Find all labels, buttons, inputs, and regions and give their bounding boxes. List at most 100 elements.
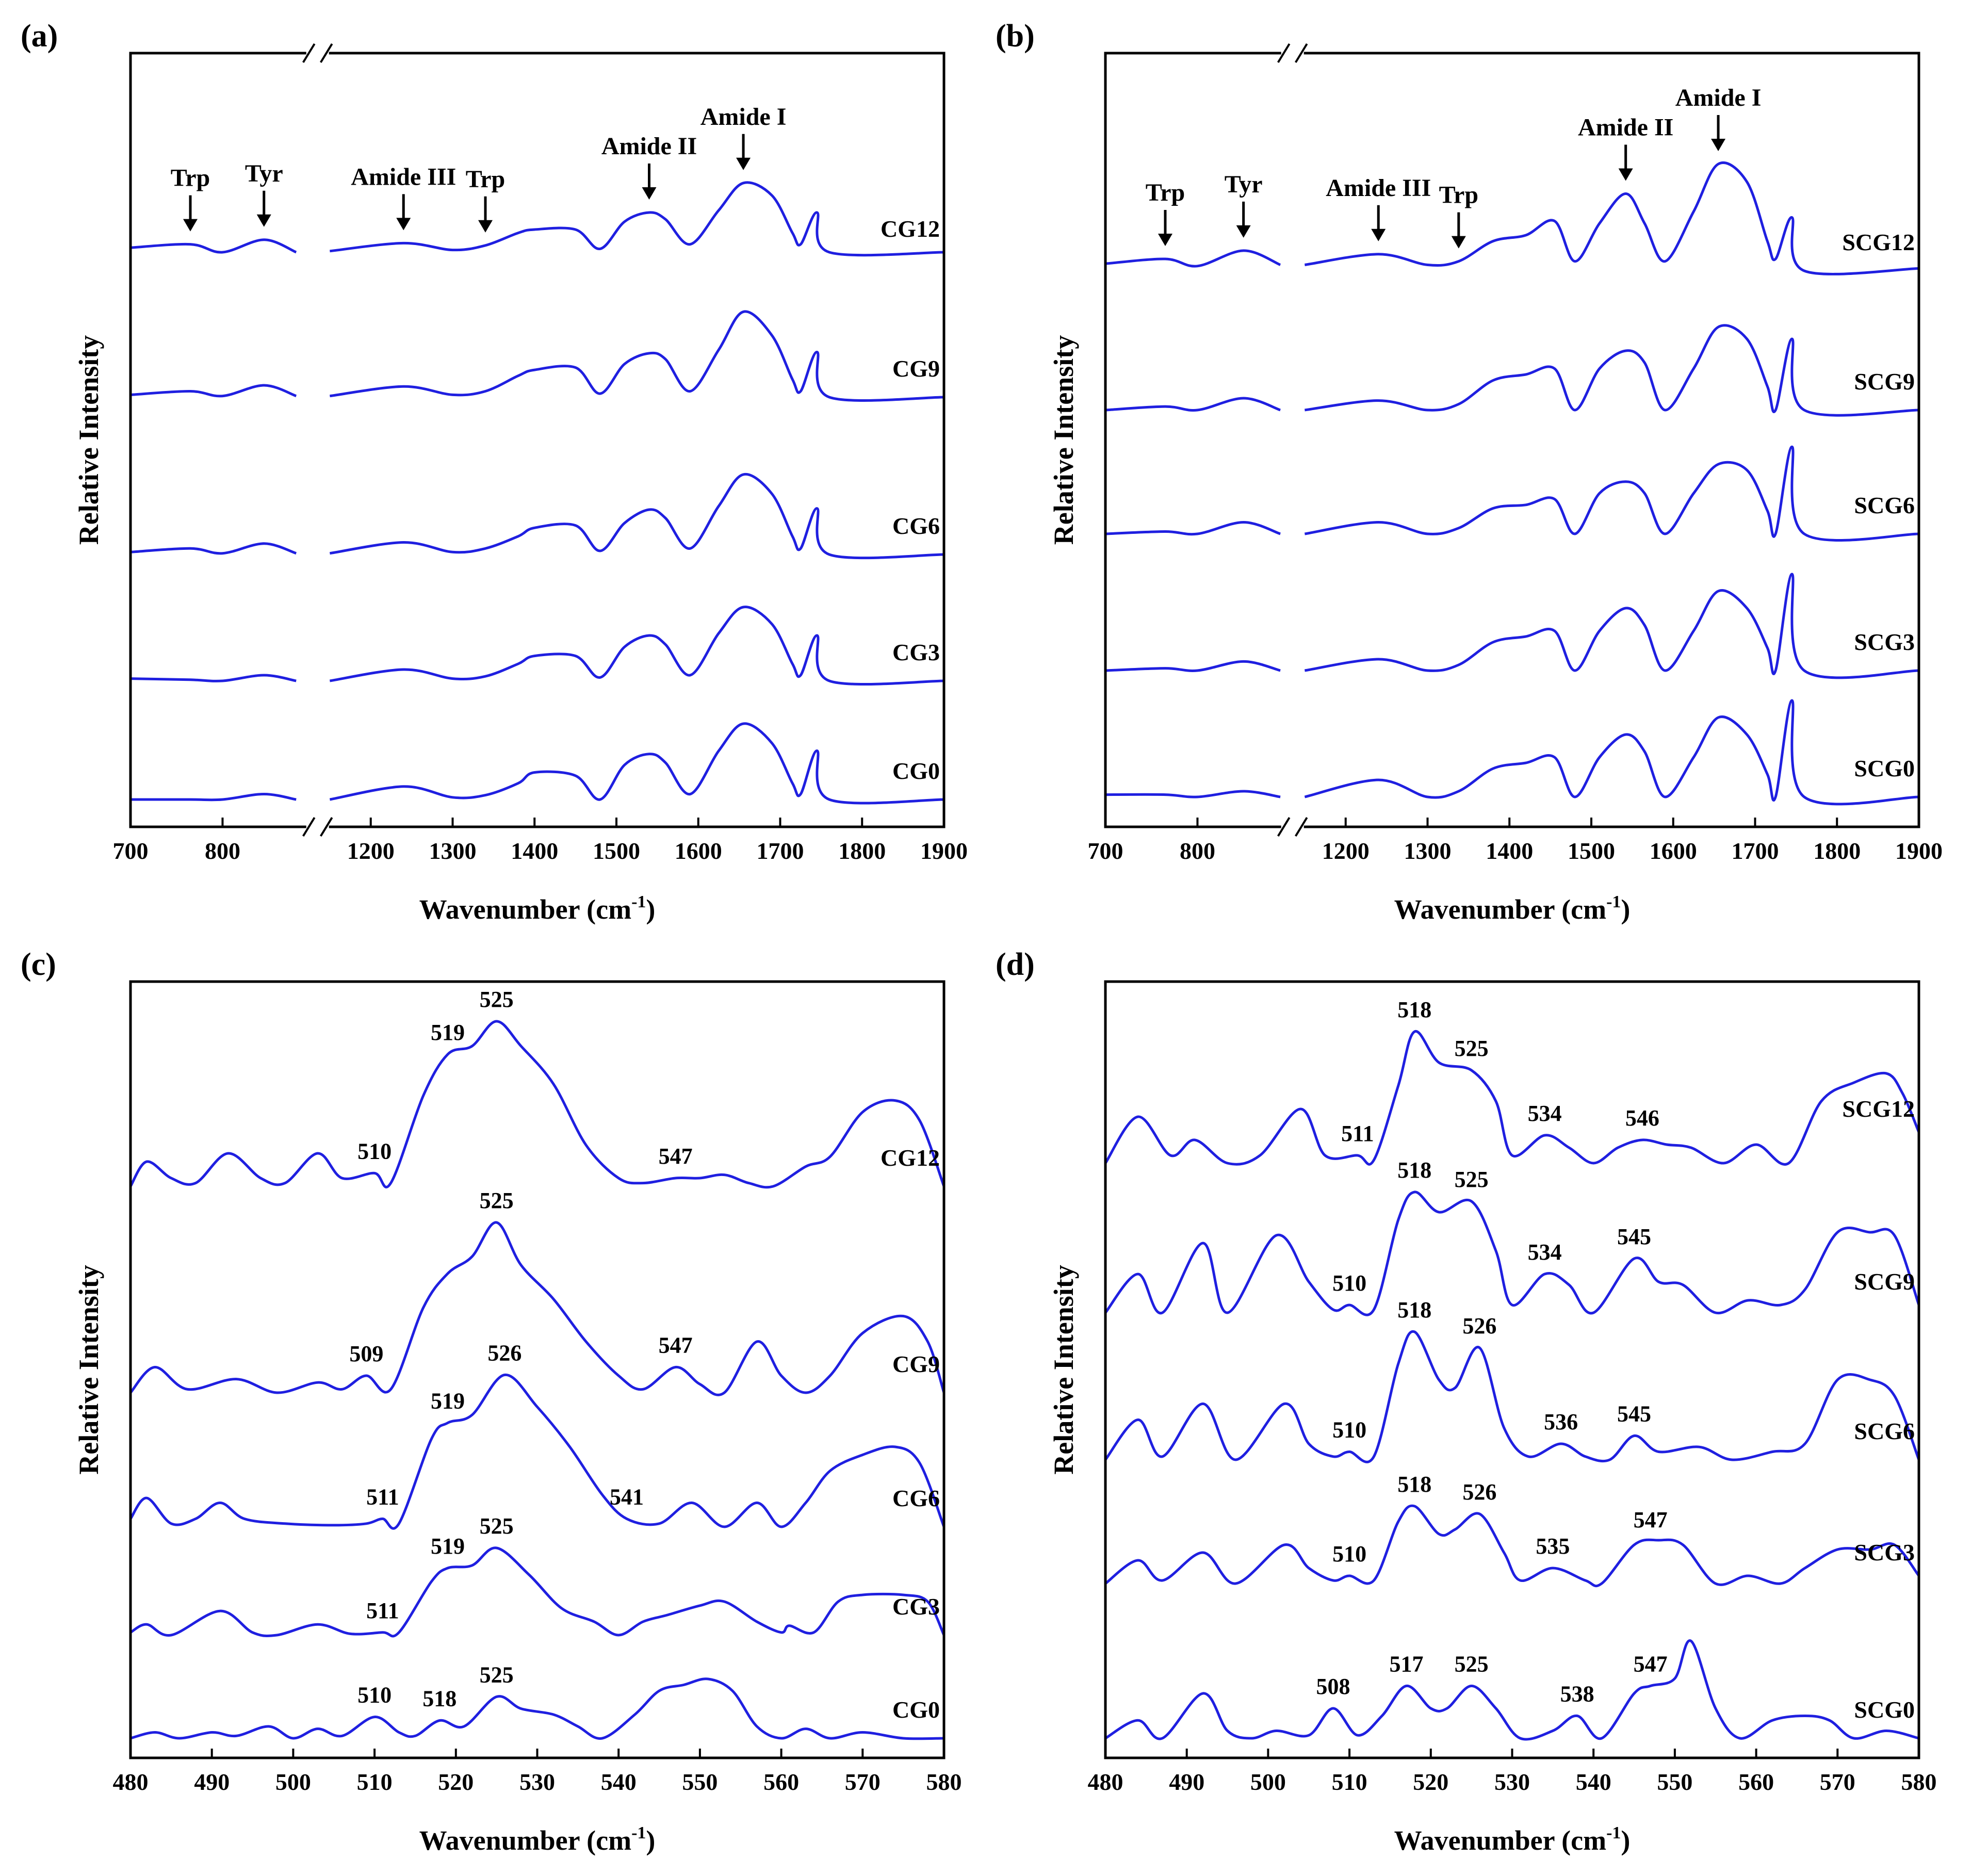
series-line-cg6-low (130, 542, 297, 555)
peak-label-cg3-519: 519 (431, 1534, 465, 1559)
series-line-cg9-low (130, 384, 297, 398)
panel-b: (b) SCG12 SCG9 SCG6 SCG3 SCG0 Trp Tyr Amide III T… (996, 19, 1943, 925)
series-label-cg0: CG0 (892, 758, 940, 784)
series-line-cg6 (330, 473, 944, 560)
x-tick-label-1500: 1500 (593, 838, 640, 864)
peak-label-cg9-509: 509 (349, 1341, 383, 1366)
panel-label: (d) (996, 947, 1035, 982)
peak-label-scg3-518: 518 (1397, 1472, 1431, 1497)
x-tick-label-700: 700 (1088, 838, 1123, 864)
x-tick-label-480: 480 (1088, 1769, 1123, 1795)
series-line-scg0 (1104, 1639, 1919, 1741)
annotation-arrowhead-4 (1618, 168, 1633, 181)
x-tick-label-480: 480 (113, 1769, 149, 1795)
annotation-amide-i-5: Amide I (700, 103, 787, 130)
series-line-cg0-low (131, 793, 297, 802)
peak-label-scg9-534: 534 (1528, 1239, 1562, 1265)
series-line-scg3-low (1105, 660, 1281, 672)
series-label-cg6: CG6 (892, 1485, 940, 1511)
panel-label: (c) (21, 947, 56, 982)
panel-a: (a) CG12 CG9 CG6 CG3 CG0 Trp Tyr Amide III Trp Ami… (21, 19, 968, 925)
x-tick-label-560: 560 (763, 1769, 799, 1795)
annotation-amide-iii-2: Amide III (1326, 174, 1431, 202)
annotation-arrowhead-1 (1236, 225, 1251, 238)
x-tick-label-570: 570 (1820, 1769, 1855, 1795)
peak-label-scg12-546: 546 (1625, 1105, 1659, 1131)
x-tick-label-800: 800 (1180, 838, 1215, 864)
series-line-cg9 (330, 310, 944, 402)
peak-label-scg6-536: 536 (1544, 1409, 1578, 1434)
annotation-arrowhead-4 (642, 187, 657, 200)
x-tick-label-560: 560 (1738, 1769, 1774, 1795)
peak-label-scg0-547: 547 (1634, 1652, 1668, 1677)
annotation-arrowhead-2 (396, 218, 411, 231)
peak-label-cg9-547: 547 (659, 1333, 693, 1358)
peak-label-scg6-545: 545 (1617, 1401, 1651, 1427)
x-tick-label-520: 520 (438, 1769, 474, 1795)
peak-label-cg0-525: 525 (480, 1662, 514, 1688)
peak-label-scg3-510: 510 (1332, 1541, 1366, 1567)
annotation-arrowhead-3 (1451, 236, 1466, 249)
series-label-scg0: SCG0 (1854, 755, 1915, 781)
series-label-cg3: CG3 (892, 639, 940, 665)
annotation-amide-i-5: Amide I (1675, 84, 1762, 111)
series-label-scg9: SCG9 (1854, 368, 1915, 395)
x-axis-label: Wavenumber (cm-1) (1394, 1823, 1631, 1856)
series-label-scg6: SCG6 (1854, 1418, 1915, 1444)
peak-label-scg0-525: 525 (1455, 1652, 1489, 1677)
peak-label-scg12-534: 534 (1528, 1101, 1562, 1126)
axis-break-mark (1295, 43, 1308, 63)
peak-label-cg12-547: 547 (659, 1144, 693, 1169)
series-label-cg6: CG6 (892, 513, 940, 539)
x-tick-label-540: 540 (1576, 1769, 1611, 1795)
y-axis-label: Relative Intensity (1048, 335, 1079, 545)
series-line-scg6 (1305, 445, 1919, 542)
x-tick-label-510: 510 (357, 1769, 393, 1795)
series-line-scg9-low (1105, 397, 1281, 412)
series-line-cg12-low (130, 238, 297, 254)
series-line-cg3 (330, 606, 944, 686)
x-tick-label-1800: 1800 (838, 838, 886, 864)
peak-label-cg3-525: 525 (480, 1513, 514, 1539)
series-label-scg0: SCG0 (1854, 1696, 1915, 1723)
annotation-arrowhead-5 (736, 157, 751, 170)
peak-label-cg0-510: 510 (357, 1683, 392, 1708)
x-tick-label-500: 500 (1250, 1769, 1286, 1795)
axis-break-gap (1281, 823, 1304, 831)
series-label-cg12: CG12 (881, 216, 940, 242)
x-axis-label: Wavenumber (cm-1) (1394, 892, 1631, 925)
peak-label-scg3-535: 535 (1536, 1534, 1570, 1559)
peak-label-cg12-519: 519 (431, 1020, 465, 1045)
x-tick-label-800: 800 (205, 838, 240, 864)
annotation-amide-ii-4: Amide II (601, 133, 697, 160)
series-label-scg3: SCG3 (1854, 1539, 1915, 1565)
series-line-scg9 (1305, 324, 1919, 417)
x-tick-label-580: 580 (926, 1769, 962, 1795)
series-line-scg12 (1104, 1030, 1920, 1166)
annotation-arrowhead-3 (478, 220, 493, 233)
series-line-scg0 (1304, 699, 1919, 806)
axis-break-gap (306, 823, 329, 831)
peak-label-scg12-518: 518 (1397, 997, 1431, 1022)
series-line-cg0 (130, 1677, 944, 1740)
peak-label-cg6-526: 526 (487, 1341, 521, 1366)
x-tick-label-700: 700 (113, 838, 149, 864)
x-tick-label-550: 550 (1657, 1769, 1692, 1795)
y-axis-label: Relative Intensity (1048, 1265, 1079, 1474)
peak-label-scg6-526: 526 (1462, 1313, 1496, 1339)
axis-break-mark (1295, 817, 1308, 837)
series-label-cg0: CG0 (892, 1696, 940, 1723)
series-line-scg6 (1104, 1330, 1920, 1463)
series-line-cg0 (329, 722, 944, 805)
x-tick-label-1600: 1600 (1650, 838, 1697, 864)
peak-label-cg6-519: 519 (431, 1389, 465, 1414)
x-axis-label: Wavenumber (cm-1) (419, 1823, 656, 1856)
peak-label-scg12-511: 511 (1341, 1121, 1374, 1146)
series-line-cg6 (129, 1373, 946, 1530)
panel-c: (c) CG12 510 519 525 547 CG9 509 525 547 CG6 511 519… (21, 947, 962, 1856)
plot-frame (129, 52, 946, 828)
axis-break-gap (1281, 49, 1304, 57)
x-tick-label-1200: 1200 (347, 838, 395, 864)
series-line-scg6-low (1105, 521, 1281, 536)
